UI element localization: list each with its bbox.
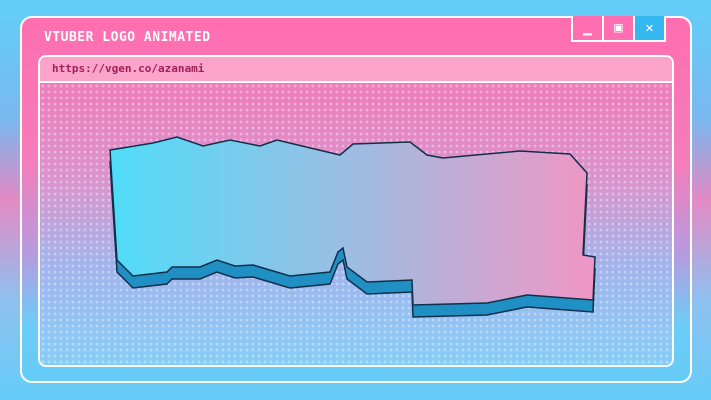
close-button[interactable]: ✕ <box>633 16 664 40</box>
minimize-icon: ▁ <box>583 20 592 36</box>
url-bar[interactable]: https://vgen.co/azanami <box>40 57 672 83</box>
close-icon: ✕ <box>645 20 654 36</box>
maximize-button[interactable]: ▣ <box>602 16 633 40</box>
minimize-button[interactable]: ▁ <box>573 16 602 40</box>
maximize-icon: ▣ <box>614 20 623 36</box>
logo-face <box>109 136 596 306</box>
window-title: VTUBER LOGO ANIMATED <box>44 30 211 45</box>
window-controls: ▁ ▣ ✕ <box>571 16 666 42</box>
